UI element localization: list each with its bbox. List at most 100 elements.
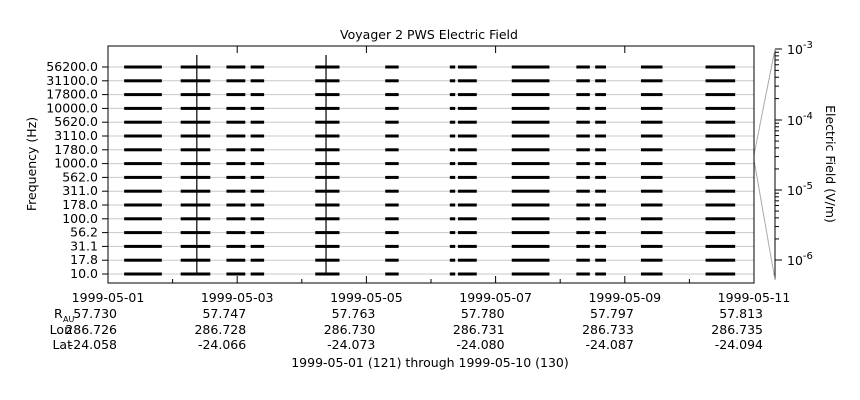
- data-bar: [124, 93, 162, 97]
- data-bar: [595, 217, 606, 221]
- data-bar: [385, 162, 399, 166]
- data-bar: [511, 189, 550, 193]
- data-bar: [315, 203, 340, 207]
- data-bar: [457, 203, 477, 207]
- data-bar: [124, 175, 162, 179]
- y-tick-label: 3110.0: [54, 128, 98, 143]
- data-bar: [180, 231, 211, 235]
- data-bar: [705, 65, 736, 69]
- ephemeris-table: R AULonLat57.730286.726-24.05857.747286.7…: [50, 306, 763, 352]
- ephemeris-lon-value: 286.728: [194, 322, 246, 337]
- y2-tick-exponent: -5: [803, 181, 813, 192]
- data-bar: [250, 162, 265, 166]
- data-bar: [511, 93, 550, 97]
- data-bar: [226, 175, 246, 179]
- y2-tick-label: 10-3: [787, 40, 813, 57]
- data-bar: [180, 79, 211, 83]
- data-bar: [385, 93, 399, 97]
- data-bar: [180, 189, 211, 193]
- x-tick-label: 1999-05-09: [588, 290, 661, 305]
- data-bar: [226, 106, 246, 110]
- data-bar: [250, 106, 265, 110]
- ephemeris-r-value: 57.730: [73, 306, 117, 321]
- y-tick-label: 31.1: [70, 238, 98, 253]
- data-bar: [315, 244, 340, 248]
- data-bar: [226, 148, 246, 152]
- data-bar: [385, 79, 399, 83]
- data-bar: [457, 134, 477, 138]
- data-bar: [250, 175, 265, 179]
- ephemeris-label-r-sub: AU: [63, 315, 74, 324]
- data-bar: [705, 217, 736, 221]
- data-bar: [250, 203, 265, 207]
- data-bar: [180, 134, 211, 138]
- data-bar: [705, 106, 736, 110]
- data-bar: [640, 106, 663, 110]
- data-bar: [511, 244, 550, 248]
- data-bar: [457, 258, 477, 262]
- data-bar: [315, 120, 340, 124]
- data-bar: [457, 93, 477, 97]
- grid-lines: [108, 66, 754, 275]
- data-bar: [640, 162, 663, 166]
- data-bar: [640, 244, 663, 248]
- data-bar: [385, 175, 399, 179]
- data-bar: [640, 231, 663, 235]
- data-bar: [511, 272, 550, 276]
- data-bar: [124, 106, 162, 110]
- ephemeris-lat-value: -24.094: [715, 337, 763, 352]
- data-bar: [124, 272, 162, 276]
- data-bar: [315, 217, 340, 221]
- data-bar: [180, 120, 211, 124]
- data-bar: [315, 231, 340, 235]
- ephemeris-label-lat: Lat: [52, 337, 72, 352]
- data-bar: [315, 162, 340, 166]
- data-bar: [124, 203, 162, 207]
- y2-tick-exponent: -3: [803, 40, 813, 51]
- data-bar: [180, 65, 211, 69]
- data-bar: [226, 134, 246, 138]
- data-bar: [511, 231, 550, 235]
- ephemeris-lat-value: -24.073: [327, 337, 375, 352]
- data-bar: [180, 93, 211, 97]
- data-bar: [511, 65, 550, 69]
- y-tick-label: 17.8: [70, 252, 98, 267]
- data-bar: [576, 189, 590, 193]
- data-bar: [315, 189, 340, 193]
- data-bar: [226, 79, 246, 83]
- data-bar: [226, 231, 246, 235]
- data-bar: [124, 258, 162, 262]
- ephemeris-lon-value: 286.731: [453, 322, 505, 337]
- data-bar: [180, 203, 211, 207]
- y-tick-label: 100.0: [62, 211, 98, 226]
- data-bar: [511, 148, 550, 152]
- data-bar: [180, 162, 211, 166]
- data-bar: [449, 120, 456, 124]
- data-bar: [180, 258, 211, 262]
- data-bar: [640, 189, 663, 193]
- ephemeris-lat-value: -24.066: [198, 337, 246, 352]
- y-axis-label: Frequency (Hz): [24, 117, 39, 211]
- data-bar: [511, 175, 550, 179]
- data-bar: [250, 134, 265, 138]
- data-bar: [595, 258, 606, 262]
- data-bar: [457, 162, 477, 166]
- data-bar: [250, 189, 265, 193]
- y2-tick-label: 10-6: [787, 251, 813, 268]
- y-tick-label: 178.0: [62, 197, 98, 212]
- data-bar: [576, 175, 590, 179]
- ephemeris-r-value: 57.813: [719, 306, 763, 321]
- y-tick-label: 562.0: [62, 169, 98, 184]
- data-bar: [226, 272, 246, 276]
- data-bar: [705, 148, 736, 152]
- data-bar: [124, 162, 162, 166]
- data-bar: [640, 175, 663, 179]
- data-bar: [315, 93, 340, 97]
- data-traces: [124, 55, 736, 276]
- data-bar: [315, 65, 340, 69]
- data-bar: [595, 93, 606, 97]
- data-bar: [180, 175, 211, 179]
- data-bar: [449, 189, 456, 193]
- data-bar: [226, 203, 246, 207]
